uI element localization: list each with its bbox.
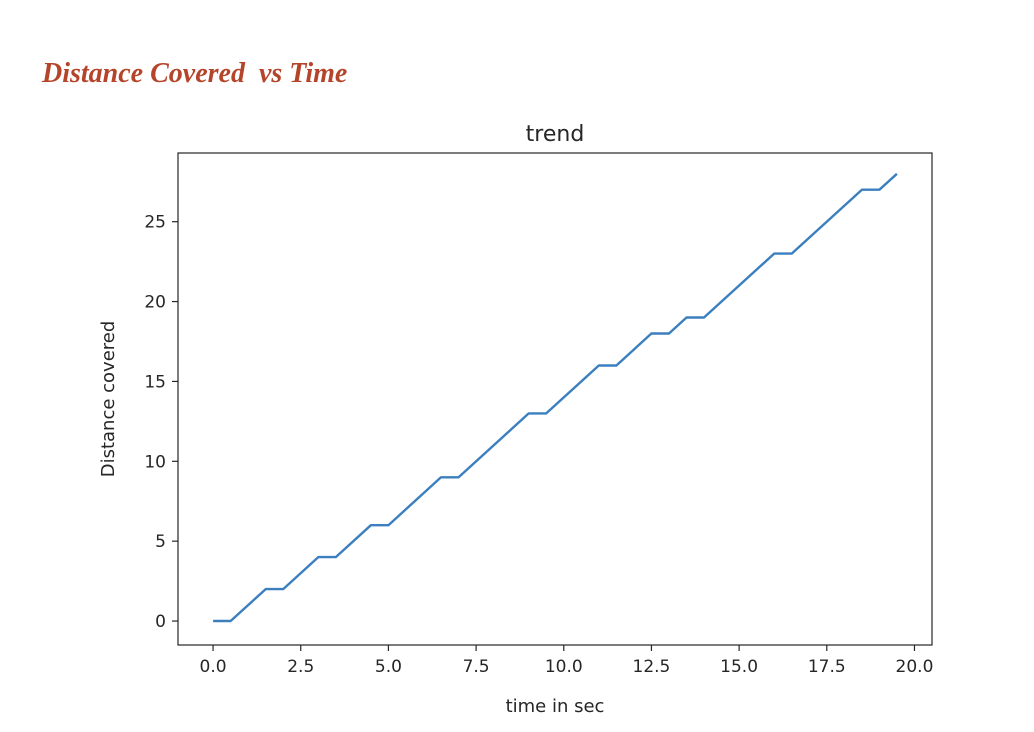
plot-area [177, 152, 933, 646]
y-tick-label: 20 [144, 293, 166, 313]
y-axis: 0 5 10 15 20 25 [144, 213, 178, 632]
x-tick-label: 12.5 [633, 657, 671, 677]
y-axis-title: Distance covered [98, 321, 119, 478]
y-tick-label: 5 [155, 532, 166, 552]
x-tick-label: 0.0 [200, 657, 227, 677]
x-tick-label: 10.0 [545, 657, 583, 677]
x-axis: 0.0 2.5 5.0 7.5 10.0 12.5 15.0 17.5 20.0 [200, 645, 934, 677]
chart-title: trend [526, 122, 585, 147]
x-tick-label: 15.0 [720, 657, 758, 677]
x-tick-label: 20.0 [896, 657, 934, 677]
x-tick-label: 2.5 [287, 657, 314, 677]
x-tick-label: 17.5 [808, 657, 846, 677]
x-tick-label: 7.5 [463, 657, 490, 677]
y-tick-label: 10 [144, 452, 166, 472]
y-tick-label: 15 [144, 372, 166, 392]
page-heading: Distance Covered vs Time [42, 58, 348, 89]
x-axis-title: time in sec [506, 696, 605, 717]
y-tick-label: 25 [144, 213, 166, 233]
y-tick-label: 0 [155, 612, 166, 632]
series-line [213, 172, 898, 623]
x-tick-label: 5.0 [375, 657, 402, 677]
